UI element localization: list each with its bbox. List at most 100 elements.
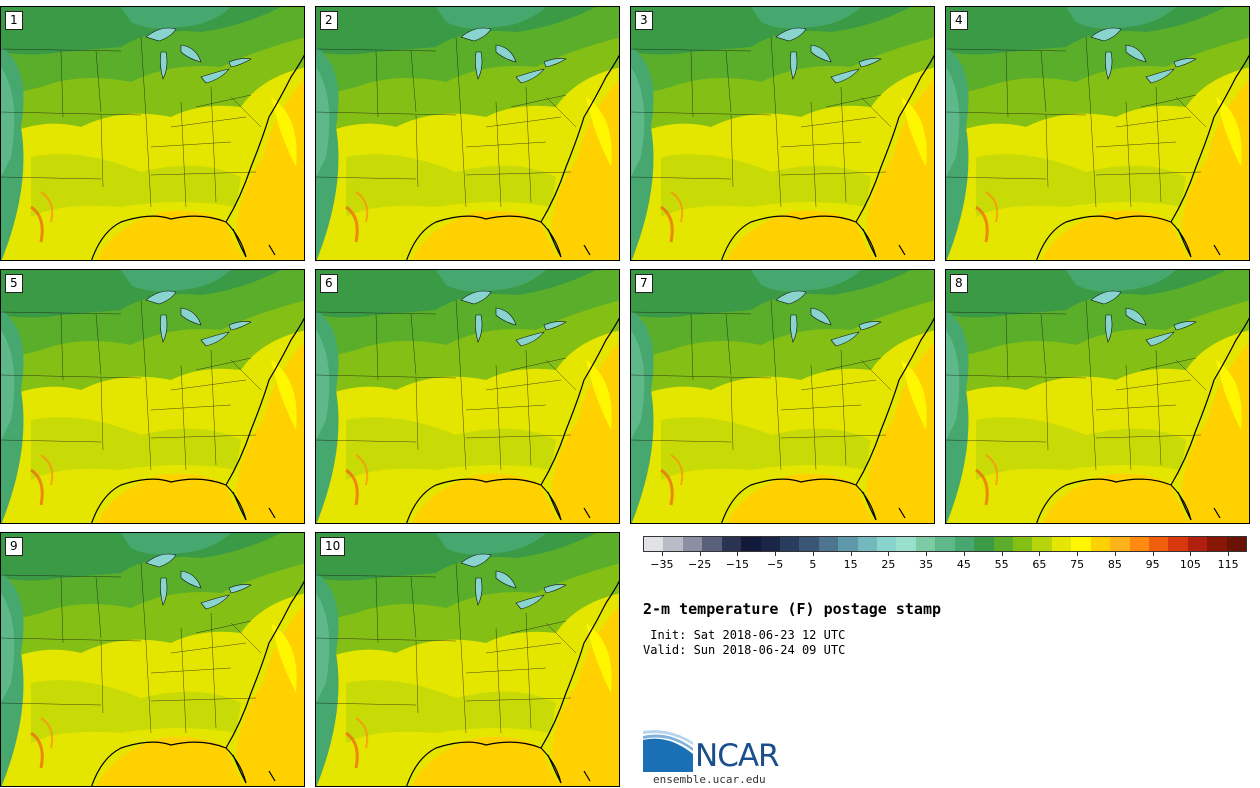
colorbar-bin (1051, 537, 1072, 551)
colorbar-tick-mark (1039, 552, 1041, 556)
colorbar-tick-mark (1077, 552, 1079, 556)
colorbar-tick-mark (699, 552, 701, 556)
member-label: 2 (320, 11, 338, 30)
temperature-map (631, 270, 934, 523)
member-label: 3 (635, 11, 653, 30)
colorbar-bin (721, 537, 742, 551)
colorbar-tick-mark (661, 552, 663, 556)
colorbar-tick-label: −5 (767, 558, 784, 571)
colorbar-bin (1013, 537, 1033, 551)
colorbar-bin (1110, 537, 1130, 551)
colorbar-bin (1032, 537, 1052, 551)
colorbar-tick-mark (1114, 552, 1116, 556)
colorbar-tick-label: 75 (1070, 558, 1085, 571)
colorbar-tick-mark (812, 552, 814, 556)
colorbar-tick-mark (1190, 552, 1192, 556)
member-panel-6[interactable]: 6 (315, 269, 620, 524)
colorbar-tick-label: 65 (1032, 558, 1047, 571)
colorbar-bin (818, 537, 839, 551)
colorbar-bin (896, 537, 916, 551)
member-panel-8[interactable]: 8 (945, 269, 1250, 524)
member-label: 5 (5, 274, 23, 293)
member-label: 9 (5, 537, 23, 556)
temperature-map (316, 533, 619, 786)
colorbar-bin (838, 537, 858, 551)
member-panel-3[interactable]: 3 (630, 6, 935, 261)
member-label: 10 (320, 537, 346, 556)
member-label: 8 (950, 274, 968, 293)
ncar-logo-icon (643, 730, 693, 772)
colorbar-tick-label: 45 (956, 558, 971, 571)
colorbar-tick-mark (963, 552, 965, 556)
colorbar-tick-mark (888, 552, 890, 556)
temperature-map (1, 533, 304, 786)
colorbar-tick-label: −25 (688, 558, 712, 571)
colorbar-tick-label: 15 (843, 558, 858, 571)
valid-time: Valid: Sun 2018-06-24 09 UTC (643, 643, 846, 657)
member-panel-7[interactable]: 7 (630, 269, 935, 524)
member-panel-4[interactable]: 4 (945, 6, 1250, 261)
colorbar-tick-mark (926, 552, 928, 556)
colorbar-tick-label: 105 (1179, 558, 1201, 571)
member-panel-9[interactable]: 9 (0, 532, 305, 787)
temperature-map (1, 270, 304, 523)
member-panel-5[interactable]: 5 (0, 269, 305, 524)
colorbar-tick-mark (850, 552, 852, 556)
logo-url: ensemble.ucar.edu (653, 773, 766, 786)
colorbar-bin (915, 537, 936, 551)
member-panel-2[interactable]: 2 (315, 6, 620, 261)
colorbar-bin (799, 537, 819, 551)
colorbar-bin (857, 537, 878, 551)
colorbar-tick-mark (775, 552, 777, 556)
colorbar-bin (877, 537, 897, 551)
colorbar-tick-label: 115 (1217, 558, 1239, 571)
colorbar-ticks: −35 −25 −15 −5 5 15 25 35 45 55 65 75 85 95 105 115 (643, 552, 1247, 572)
temperature-map (316, 7, 619, 260)
figure-title: 2-m temperature (F) postage stamp (643, 600, 942, 618)
colorbar-tick-mark (1228, 552, 1230, 556)
colorbar-bin (644, 537, 664, 551)
colorbar-tick-mark (737, 552, 739, 556)
colorbar-bin (1207, 537, 1227, 551)
colorbar-bin (1071, 537, 1091, 551)
colorbar-bin (702, 537, 722, 551)
colorbar-tick-label: 25 (881, 558, 896, 571)
colorbar-tick-mark (1152, 552, 1154, 556)
colorbar-bin (1090, 537, 1111, 551)
temperature-map (1, 7, 304, 260)
colorbar-bin (1187, 537, 1208, 551)
colorbar-tick-label: 55 (994, 558, 1009, 571)
colorbar-tick-label: 5 (809, 558, 817, 571)
colorbar-tick-label: 35 (919, 558, 934, 571)
logo-wordmark: NCAR (695, 738, 780, 774)
colorbar-tick-label: −15 (725, 558, 749, 571)
colorbar-tick-label: 85 (1107, 558, 1122, 571)
colorbar-bin (663, 537, 683, 551)
colorbar-bin (779, 537, 800, 551)
colorbar-tick-label: −35 (650, 558, 674, 571)
colorbar-bin (1168, 537, 1188, 551)
member-panel-1[interactable]: 1 (0, 6, 305, 261)
temperature-map (946, 270, 1249, 523)
colorbar-tick-label: 95 (1145, 558, 1160, 571)
colorbar-bin (1129, 537, 1149, 551)
colorbar-bin (935, 537, 955, 551)
member-label: 6 (320, 274, 338, 293)
colorbar (643, 536, 1247, 552)
init-time: Init: Sat 2018-06-23 12 UTC (643, 628, 846, 642)
member-panel-10[interactable]: 10 (315, 532, 620, 787)
colorbar-bin (974, 537, 994, 551)
member-label: 4 (950, 11, 968, 30)
member-label: 1 (5, 11, 23, 30)
colorbar-bin (760, 537, 780, 551)
colorbar-bin (993, 537, 1014, 551)
temperature-map (946, 7, 1249, 260)
colorbar-bin (682, 537, 703, 551)
colorbar-bin (954, 537, 975, 551)
temperature-map (316, 270, 619, 523)
colorbar-tick-mark (1001, 552, 1003, 556)
colorbar-bin (1148, 537, 1169, 551)
colorbar-bin (741, 537, 761, 551)
colorbar-bin (1226, 537, 1247, 551)
temperature-map (631, 7, 934, 260)
